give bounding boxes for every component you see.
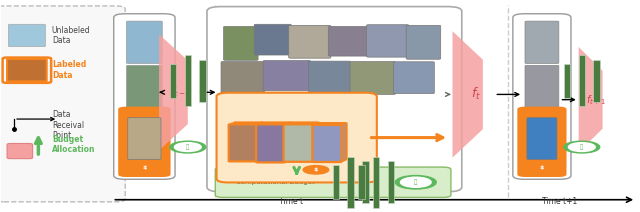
- FancyBboxPatch shape: [228, 124, 258, 161]
- FancyBboxPatch shape: [234, 122, 263, 159]
- Circle shape: [396, 176, 436, 189]
- FancyBboxPatch shape: [0, 6, 125, 202]
- FancyBboxPatch shape: [308, 61, 351, 93]
- Text: Budget
Allocation: Budget Allocation: [52, 135, 95, 154]
- FancyBboxPatch shape: [312, 125, 342, 162]
- Text: X: X: [388, 178, 394, 187]
- Circle shape: [401, 177, 431, 187]
- FancyBboxPatch shape: [215, 167, 451, 197]
- FancyBboxPatch shape: [513, 14, 571, 179]
- Text: Time t+1: Time t+1: [542, 197, 577, 206]
- Text: ⏱: ⏱: [414, 179, 417, 185]
- FancyBboxPatch shape: [231, 123, 260, 160]
- Bar: [199, 60, 205, 102]
- Polygon shape: [159, 34, 188, 150]
- FancyBboxPatch shape: [254, 24, 291, 55]
- FancyBboxPatch shape: [216, 93, 377, 183]
- Circle shape: [303, 166, 329, 174]
- FancyBboxPatch shape: [223, 26, 258, 60]
- Text: Time t: Time t: [279, 197, 303, 206]
- FancyBboxPatch shape: [8, 24, 45, 47]
- Text: Unlabeled
Data: Unlabeled Data: [52, 26, 90, 45]
- Bar: [579, 56, 585, 106]
- FancyBboxPatch shape: [315, 124, 344, 161]
- FancyBboxPatch shape: [525, 65, 559, 108]
- Bar: [358, 165, 365, 199]
- FancyBboxPatch shape: [207, 7, 462, 192]
- FancyBboxPatch shape: [128, 118, 161, 159]
- FancyBboxPatch shape: [367, 25, 409, 57]
- Text: Computational Budget  =: Computational Budget =: [236, 179, 324, 185]
- FancyBboxPatch shape: [527, 118, 557, 159]
- Bar: [184, 56, 191, 106]
- Text: Data
Receival
Point: Data Receival Point: [52, 110, 84, 140]
- Text: $f_{t+1}$: $f_{t+1}$: [586, 93, 607, 107]
- FancyBboxPatch shape: [284, 124, 314, 162]
- Bar: [593, 60, 600, 102]
- FancyBboxPatch shape: [289, 25, 331, 58]
- Bar: [348, 157, 354, 208]
- Bar: [170, 64, 176, 98]
- Bar: [564, 64, 570, 98]
- Bar: [362, 161, 369, 203]
- Bar: [373, 157, 380, 208]
- FancyBboxPatch shape: [263, 60, 310, 91]
- FancyBboxPatch shape: [328, 26, 369, 56]
- FancyBboxPatch shape: [127, 21, 163, 63]
- Bar: [388, 161, 394, 203]
- FancyBboxPatch shape: [286, 123, 317, 161]
- Circle shape: [524, 162, 560, 174]
- FancyBboxPatch shape: [114, 14, 175, 179]
- FancyBboxPatch shape: [394, 62, 435, 93]
- FancyBboxPatch shape: [7, 144, 33, 159]
- Circle shape: [568, 143, 595, 152]
- Circle shape: [127, 162, 162, 174]
- FancyBboxPatch shape: [517, 107, 566, 177]
- FancyBboxPatch shape: [525, 21, 559, 63]
- FancyBboxPatch shape: [127, 65, 163, 108]
- Bar: [333, 165, 339, 199]
- Text: ⏱: ⏱: [580, 144, 584, 150]
- Polygon shape: [579, 47, 603, 152]
- Text: ⏱: ⏱: [186, 144, 189, 150]
- FancyBboxPatch shape: [259, 123, 288, 161]
- Text: $: $: [540, 165, 544, 170]
- Text: $: $: [142, 165, 147, 170]
- FancyBboxPatch shape: [406, 25, 441, 59]
- FancyBboxPatch shape: [289, 122, 319, 160]
- Text: $: $: [314, 167, 318, 172]
- Circle shape: [564, 141, 600, 153]
- Circle shape: [170, 141, 205, 153]
- Polygon shape: [452, 31, 483, 158]
- Text: Labeled
Data: Labeled Data: [52, 60, 86, 80]
- FancyBboxPatch shape: [7, 59, 47, 81]
- Text: $f_t$: $f_t$: [471, 86, 481, 102]
- FancyBboxPatch shape: [261, 122, 291, 160]
- FancyBboxPatch shape: [350, 61, 396, 94]
- Text: Annotation Budget: Annotation Budget: [252, 166, 319, 172]
- Circle shape: [174, 143, 201, 152]
- Text: $f_{t-1}$: $f_{t-1}$: [171, 85, 192, 99]
- FancyBboxPatch shape: [256, 124, 285, 162]
- FancyBboxPatch shape: [317, 123, 347, 160]
- FancyBboxPatch shape: [221, 61, 264, 94]
- FancyBboxPatch shape: [118, 107, 171, 177]
